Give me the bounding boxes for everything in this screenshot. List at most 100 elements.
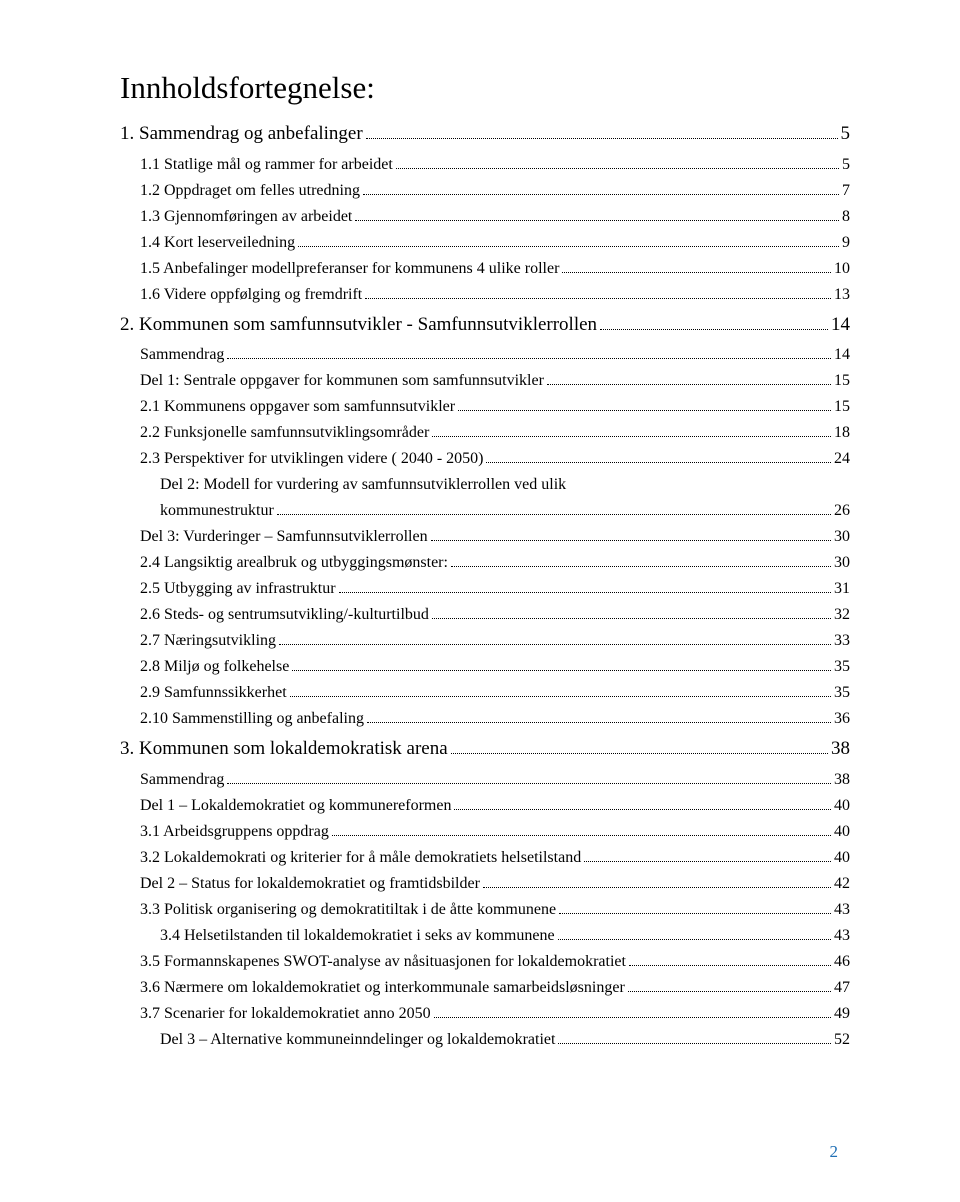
toc-leader xyxy=(290,683,831,697)
toc-leader xyxy=(458,397,831,411)
toc-entry-page: 43 xyxy=(834,898,850,922)
toc-entry-page: 5 xyxy=(842,153,850,177)
toc-entry: 2.10 Sammenstilling og anbefaling 36 xyxy=(120,707,850,731)
toc-entry-page: 35 xyxy=(834,655,850,679)
toc-entry-label: 3.4 Helsetilstanden til lokaldemokratiet… xyxy=(160,924,555,948)
toc-entry: Del 3 – Alternative kommuneinndelinger o… xyxy=(120,1028,850,1052)
toc-leader xyxy=(486,449,831,463)
toc-entry-label: 2.3 Perspektiver for utviklingen videre … xyxy=(140,447,483,471)
toc-entry-label: kommunestruktur xyxy=(160,499,274,523)
toc-entry-page: 15 xyxy=(834,369,850,393)
toc-entry: 3.5 Formannskapenes SWOT-analyse av nåsi… xyxy=(120,950,850,974)
toc-entry: Del 2 – Status for lokaldemokratiet og f… xyxy=(120,872,850,896)
toc-entry: 2.7 Næringsutvikling 33 xyxy=(120,629,850,653)
toc-entry: 3.6 Nærmere om lokaldemokratiet og inter… xyxy=(120,976,850,1000)
toc-leader xyxy=(298,232,839,246)
toc-entry: 2.8 Miljø og folkehelse 35 xyxy=(120,655,850,679)
toc-entry: 1.1 Statlige mål og rammer for arbeidet … xyxy=(120,153,850,177)
toc-leader xyxy=(339,579,831,593)
toc-entry-label: Sammendrag xyxy=(140,768,224,792)
toc-entry: Del 1 – Lokaldemokratiet og kommunerefor… xyxy=(120,794,850,818)
toc-entry: 1.6 Videre oppfølging og fremdrift 13 xyxy=(120,283,850,307)
toc-entry-page: 40 xyxy=(834,794,850,818)
toc-entry-label: 2.5 Utbygging av infrastruktur xyxy=(140,577,336,601)
toc-entry-page: 9 xyxy=(842,231,850,255)
toc-leader xyxy=(396,154,839,168)
toc-leader xyxy=(451,737,828,754)
toc-entry-label: 2.10 Sammenstilling og anbefaling xyxy=(140,707,364,731)
toc-entry-page: 13 xyxy=(834,283,850,307)
toc-entry-page: 40 xyxy=(834,820,850,844)
toc-leader xyxy=(558,925,831,939)
toc-entry-page: 52 xyxy=(834,1028,850,1052)
toc-entry: 3.2 Lokaldemokrati og kriterier for å må… xyxy=(120,846,850,870)
toc-entry-page: 30 xyxy=(834,551,850,575)
toc-entry-page: 30 xyxy=(834,525,850,549)
toc-leader xyxy=(227,345,831,359)
toc-leader xyxy=(451,553,831,567)
toc-entry-label: 3.5 Formannskapenes SWOT-analyse av nåsi… xyxy=(140,950,626,974)
toc-entry: Del 1: Sentrale oppgaver for kommunen so… xyxy=(120,369,850,393)
toc-leader xyxy=(431,527,831,541)
toc-leader xyxy=(366,122,838,139)
toc-entry: 3. Kommunen som lokaldemokratisk arena 3… xyxy=(120,735,850,764)
toc-entry: Sammendrag 38 xyxy=(120,768,850,792)
toc-entry-page: 42 xyxy=(834,872,850,896)
toc-entry: 2.2 Funksjonelle samfunnsutviklingsområd… xyxy=(120,421,850,445)
toc-entry-page: 46 xyxy=(834,950,850,974)
toc-title: Innholdsfortegnelse: xyxy=(120,70,850,106)
toc-entry-label: 2.6 Steds- og sentrumsutvikling/-kulturt… xyxy=(140,603,429,627)
toc-entry-page: 24 xyxy=(834,447,850,471)
toc-leader xyxy=(227,769,831,783)
toc-leader xyxy=(367,709,831,723)
toc-entry-label: 1.5 Anbefalinger modellpreferanser for k… xyxy=(140,257,559,281)
toc-entry-label: 1.2 Oppdraget om felles utredning xyxy=(140,179,360,203)
toc-leader xyxy=(600,312,828,329)
toc-entry: 2.9 Samfunnssikkerhet 35 xyxy=(120,681,850,705)
toc-leader xyxy=(355,206,839,220)
toc-entry-page: 33 xyxy=(834,629,850,653)
toc-entry-label: 2.1 Kommunens oppgaver som samfunnsutvik… xyxy=(140,395,455,419)
toc-entry-label: 1.3 Gjennomføringen av arbeidet xyxy=(140,205,352,229)
toc-entry-page: 10 xyxy=(834,257,850,281)
toc-leader xyxy=(584,847,831,861)
toc-leader xyxy=(434,1003,831,1017)
toc-entry-page: 7 xyxy=(842,179,850,203)
toc-entry: 1.5 Anbefalinger modellpreferanser for k… xyxy=(120,257,850,281)
table-of-contents: 1. Sammendrag og anbefalinger 51.1 Statl… xyxy=(120,120,850,1052)
toc-entry: 1.2 Oppdraget om felles utredning 7 xyxy=(120,179,850,203)
toc-entry-page: 43 xyxy=(834,924,850,948)
toc-entry-label: Del 3 – Alternative kommuneinndelinger o… xyxy=(160,1028,555,1052)
toc-entry-label: 3.7 Scenarier for lokaldemokratiet anno … xyxy=(140,1002,431,1026)
toc-entry: 2.4 Langsiktig arealbruk og utbyggingsmø… xyxy=(120,551,850,575)
toc-leader xyxy=(292,657,831,671)
toc-entry-label: 1.6 Videre oppfølging og fremdrift xyxy=(140,283,362,307)
toc-leader xyxy=(363,180,839,194)
toc-entry-label: 2. Kommunen som samfunnsutvikler - Samfu… xyxy=(120,311,597,340)
toc-entry-page: 15 xyxy=(834,395,850,419)
toc-entry-page: 38 xyxy=(831,735,850,764)
toc-entry: Del 3: Vurderinger – Samfunnsutviklerrol… xyxy=(120,525,850,549)
toc-entry: 2.5 Utbygging av infrastruktur 31 xyxy=(120,577,850,601)
toc-entry-label: 2.4 Langsiktig arealbruk og utbyggingsmø… xyxy=(140,551,448,575)
toc-entry-page: 40 xyxy=(834,846,850,870)
toc-leader xyxy=(332,821,831,835)
page-number: 2 xyxy=(830,1142,839,1162)
toc-leader xyxy=(483,873,831,887)
toc-leader xyxy=(558,1029,831,1043)
toc-entry-page: 32 xyxy=(834,603,850,627)
toc-leader xyxy=(454,795,831,809)
toc-entry: 3.3 Politisk organisering og demokratiti… xyxy=(120,898,850,922)
toc-leader xyxy=(628,977,831,991)
toc-entry-label: Del 2 – Status for lokaldemokratiet og f… xyxy=(140,872,480,896)
toc-leader xyxy=(432,605,831,619)
toc-entry: 1.4 Kort leserveiledning 9 xyxy=(120,231,850,255)
toc-entry-page: 49 xyxy=(834,1002,850,1026)
toc-entry-label: 3.2 Lokaldemokrati og kriterier for å må… xyxy=(140,846,581,870)
toc-entry-label: Del 2: Modell for vurdering av samfunnsu… xyxy=(160,473,566,497)
toc-entry-page: 35 xyxy=(834,681,850,705)
toc-entry-label: 2.7 Næringsutvikling xyxy=(140,629,276,653)
toc-leader xyxy=(547,371,831,385)
toc-entry-label: 1.4 Kort leserveiledning xyxy=(140,231,295,255)
toc-entry: kommunestruktur 26 xyxy=(120,499,850,523)
